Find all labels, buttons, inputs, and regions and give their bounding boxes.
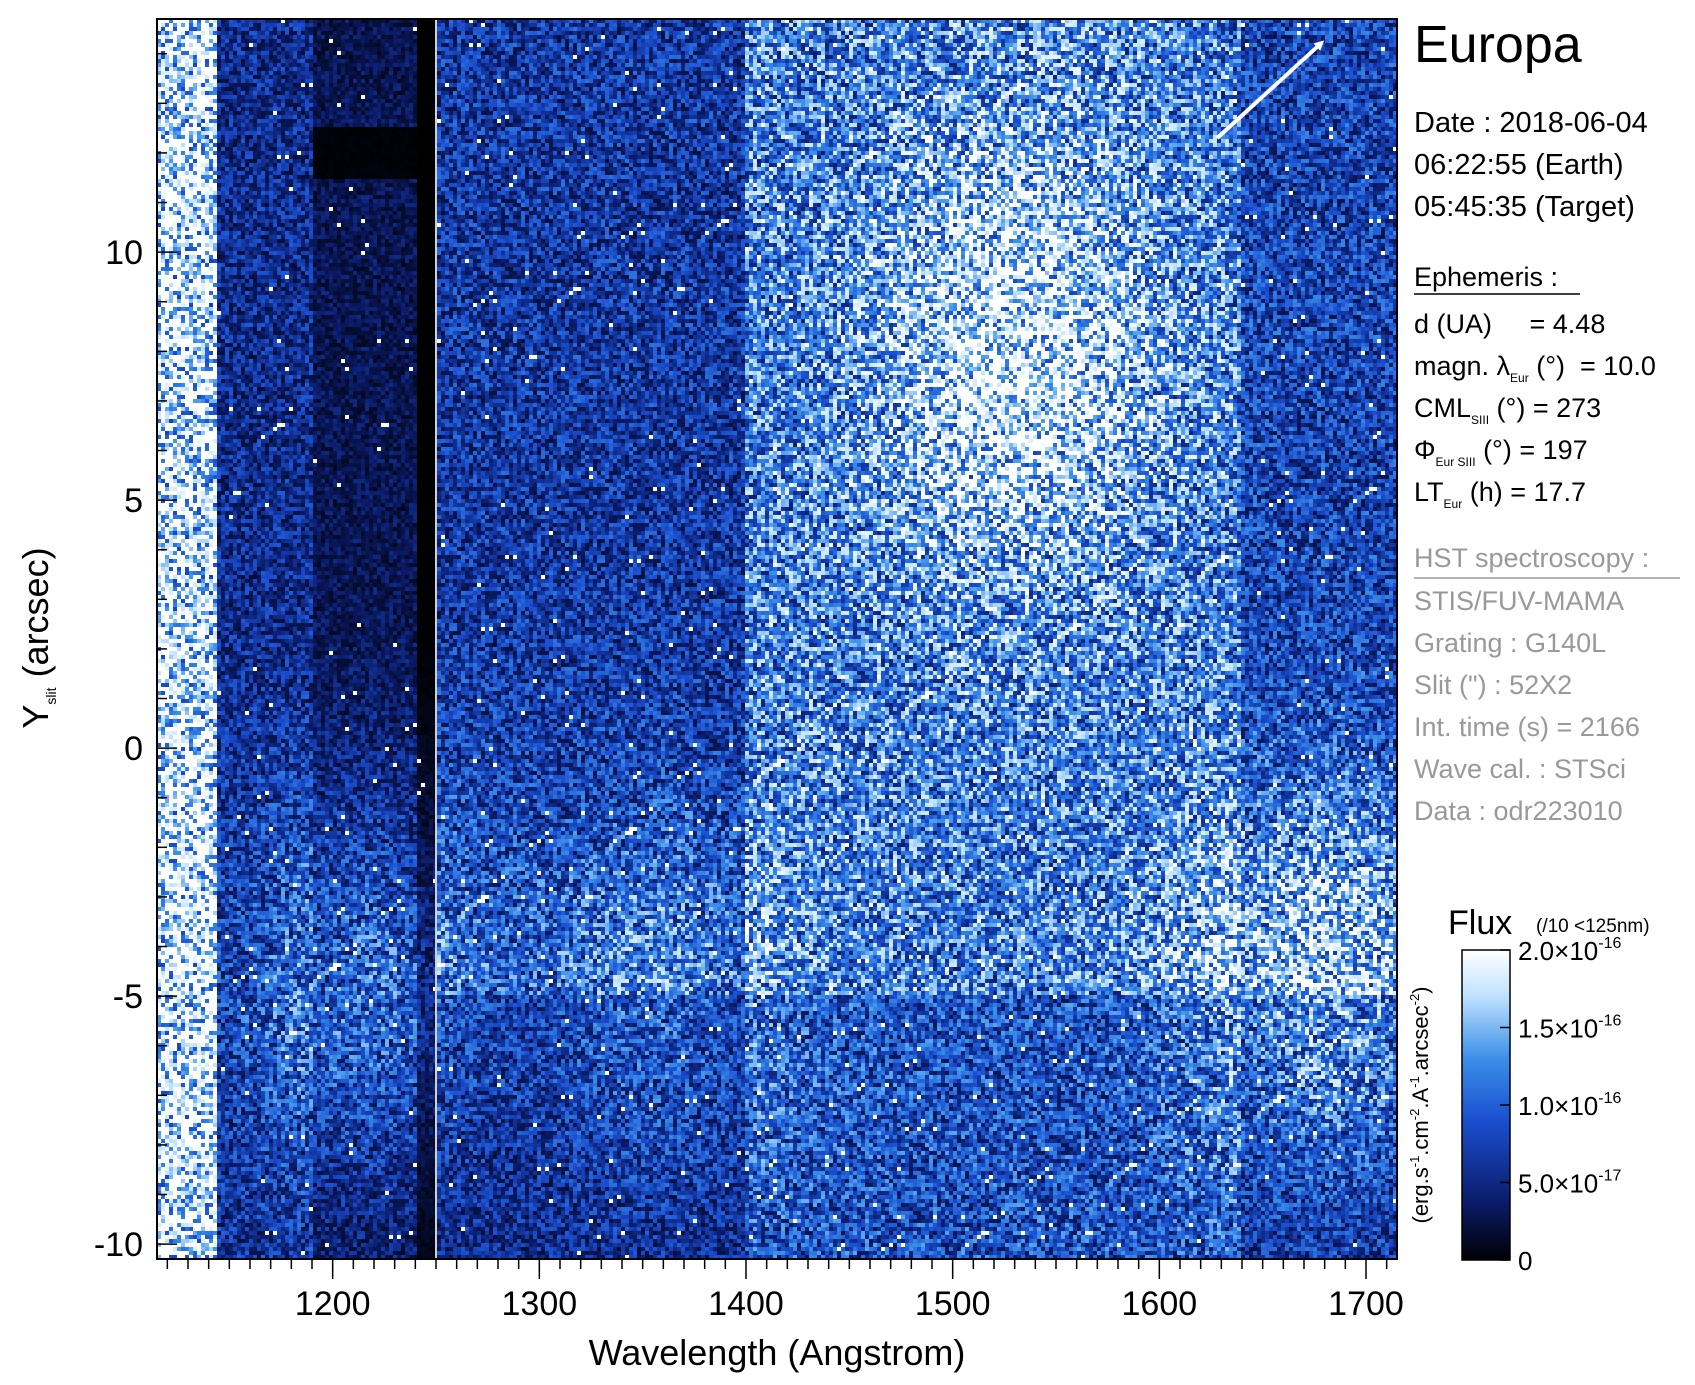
- ephemeris-line: magn. λEur (°) = 10.0: [1414, 351, 1656, 385]
- svg-text:(erg.s-1.cm-2.A-1.arcsec-2): (erg.s-1.cm-2.A-1.arcsec-2): [1407, 987, 1433, 1224]
- y-axis: 10 5 0 -5 -10: [94, 52, 177, 1264]
- target-title: Europa: [1414, 16, 1582, 74]
- info-panel: Europa Date : 2018-06-04 06:22:55 (Earth…: [1414, 16, 1656, 511]
- y-tick-label: 10: [105, 234, 143, 272]
- earth-time: 06:22:55 (Earth): [1414, 149, 1624, 181]
- y-axis-label: Yslit (arcsec): [15, 547, 59, 728]
- y-tick-label: 5: [124, 482, 143, 520]
- hst-title: HST spectroscopy :: [1414, 543, 1649, 573]
- colorbar-tick-label: 1.5×10-16: [1518, 1013, 1621, 1044]
- hst-line: STIS/FUV-MAMA: [1414, 586, 1624, 616]
- colorbar-title: Flux: [1448, 904, 1512, 942]
- colorbar-tick-label: 5.0×10-17: [1518, 1168, 1621, 1199]
- x-tick-label: 1500: [915, 1285, 991, 1323]
- target-time: 05:45:35 (Target): [1414, 191, 1635, 223]
- ephemeris-title: Ephemeris :: [1414, 262, 1558, 292]
- y-axis-label-unit: (arcsec): [15, 547, 56, 687]
- colorbar-note: (/10 <125nm): [1536, 916, 1650, 937]
- hst-panel: HST spectroscopy : STIS/FUV-MAMA Grating …: [1414, 543, 1680, 826]
- colorbar-ticks: 2.0×10-16 1.5×10-16 1.0×10-16 5.0×10-17 0: [1500, 935, 1621, 1276]
- y-axis-label-main: Y: [15, 705, 56, 729]
- colorbar-tick-label: 2.0×10-16: [1518, 935, 1621, 966]
- x-tick-label: 1700: [1328, 1285, 1404, 1323]
- hst-list: STIS/FUV-MAMA Grating : G140L Slit (") : 5…: [1414, 586, 1640, 826]
- hst-line: Grating : G140L: [1414, 628, 1606, 658]
- colorbar-tick-label: 0: [1518, 1246, 1532, 1276]
- colorbar-tick-label: 1.0×10-16: [1518, 1090, 1621, 1121]
- direction-arrow: [1215, 40, 1325, 140]
- x-axis: 1200 1300 1400 1500 1600 1700: [166, 1259, 1404, 1323]
- hst-line: Wave cal. : STSci: [1414, 754, 1626, 784]
- x-tick-label: 1600: [1122, 1285, 1198, 1323]
- ephemeris-line: ΦEur SIII (°) = 197: [1414, 435, 1588, 469]
- date-line: Date : 2018-06-04: [1414, 107, 1648, 139]
- ephemeris-line: d (UA) = 4.48: [1414, 309, 1605, 339]
- ephemeris-line: LTEur (h) = 17.7: [1414, 477, 1586, 511]
- ephemeris-line: CMLSIII (°) = 273: [1414, 393, 1601, 427]
- ephemeris-list: d (UA) = 4.48 magn. λEur (°) = 10.0 CMLSII…: [1414, 309, 1656, 511]
- x-axis-label: Wavelength (Angstrom): [589, 1332, 966, 1373]
- colorbar: Flux (/10 <125nm) 2.0×10-16 1.5×10-16 1.0×…: [1407, 904, 1650, 1276]
- plot-area: [156, 18, 1398, 1260]
- y-tick-label: -10: [94, 1226, 143, 1264]
- y-axis-label-sub: slit: [43, 687, 59, 704]
- hst-line: Slit (") : 52X2: [1414, 670, 1572, 700]
- colorbar-unit: (erg.s-1.cm-2.A-1.arcsec-2): [1407, 987, 1433, 1224]
- hst-line: Int. time (s) = 2166: [1414, 712, 1640, 742]
- x-tick-label: 1200: [295, 1285, 371, 1323]
- y-tick-label: -5: [113, 978, 143, 1016]
- plot-frame: [156, 18, 1398, 1260]
- x-tick-label: 1400: [708, 1285, 784, 1323]
- y-tick-label: 0: [124, 730, 143, 768]
- hst-line: Data : odr223010: [1414, 796, 1623, 826]
- svg-text:Yslit (arcsec): Yslit (arcsec): [15, 547, 59, 728]
- x-tick-label: 1300: [502, 1285, 578, 1323]
- heatmap-image: [157, 19, 1397, 1259]
